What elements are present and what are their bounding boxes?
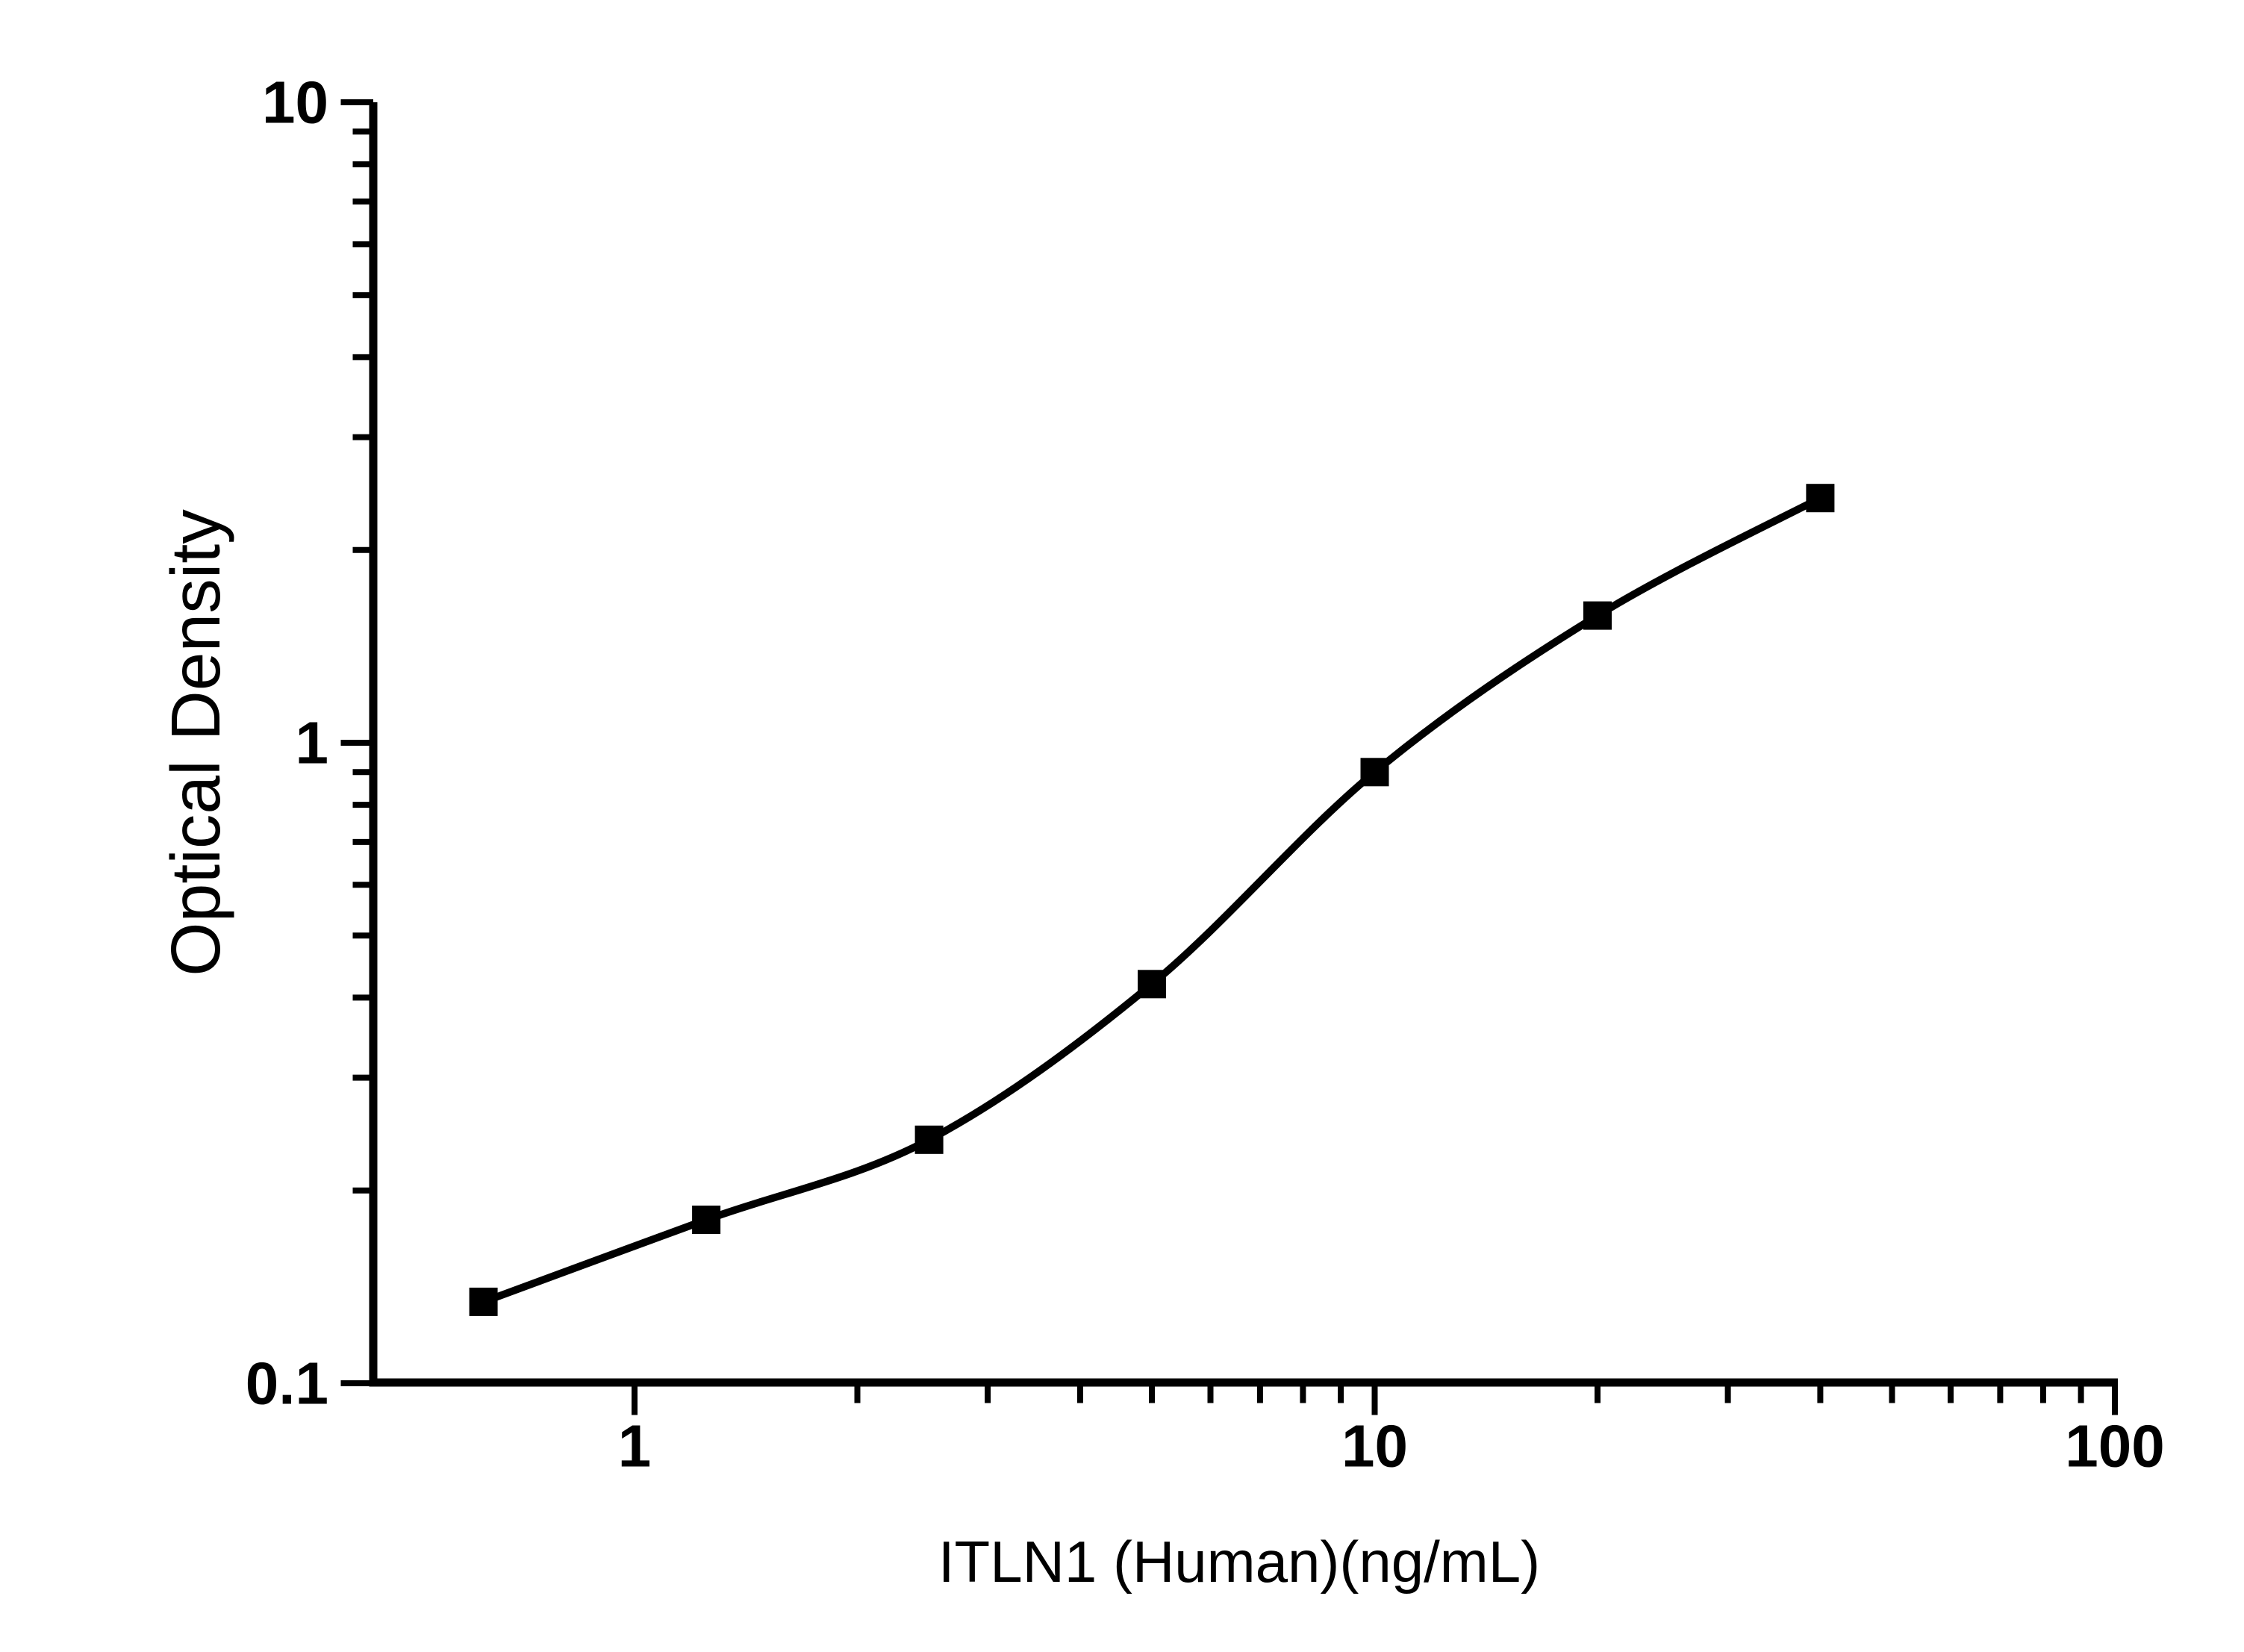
x-axis-title: ITLN1 (Human)(ng/mL) [938, 1529, 1540, 1595]
x-axis-tick-label: 1 [618, 1413, 652, 1480]
y-axis-tick-label: 1 [296, 710, 329, 776]
y-axis-tick-label: 10 [262, 69, 328, 136]
y-axis-tick-label: 0.1 [246, 1350, 328, 1417]
y-axis-title: Optical Density [157, 509, 234, 976]
data-point-marker [692, 1206, 721, 1234]
x-axis-tick-label: 10 [1341, 1413, 1408, 1480]
data-point-marker [469, 1287, 498, 1316]
x-axis-tick-label: 100 [2065, 1413, 2164, 1480]
data-series-layer [469, 484, 1835, 1316]
data-point-marker [1138, 970, 1166, 999]
data-point-marker [1583, 601, 1612, 630]
axes-layer: 1 10 100 0.1 1 10 [246, 69, 2165, 1480]
data-point-marker [1806, 484, 1835, 513]
data-point-marker [914, 1125, 944, 1154]
data-point-marker [1360, 758, 1389, 787]
